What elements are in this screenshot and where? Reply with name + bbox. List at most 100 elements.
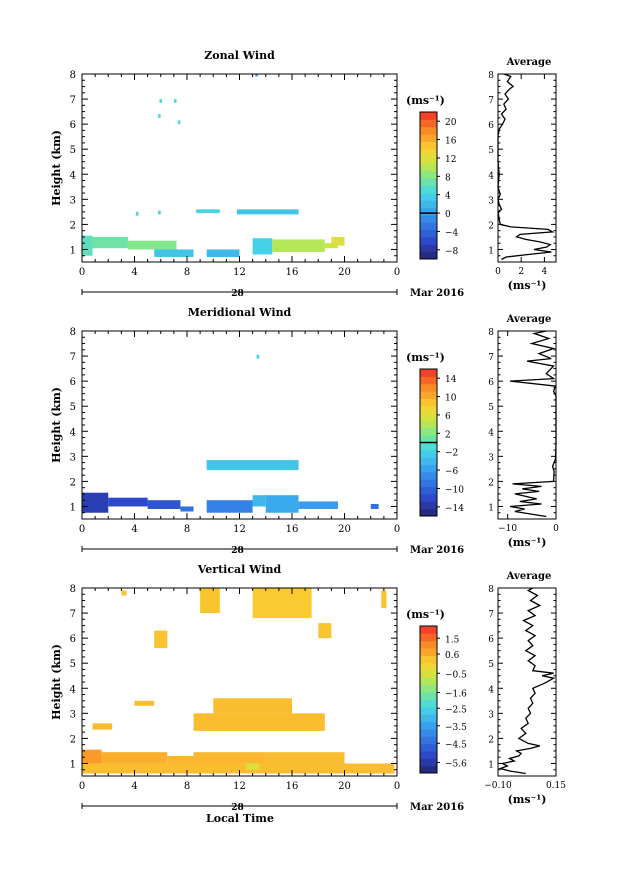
colorbar-band xyxy=(420,170,437,179)
heatmap-cell xyxy=(252,588,312,619)
day-label: 28 xyxy=(231,546,244,556)
colorbar-band xyxy=(420,163,437,172)
y-tick-label: 3 xyxy=(70,452,76,463)
colorbar-tick-label: 8 xyxy=(445,173,451,183)
y-tick-label: 2 xyxy=(70,734,76,745)
x-tick-label: 0 xyxy=(394,267,400,278)
y-tick-label: 3 xyxy=(70,709,76,720)
x-tick-label: 20 xyxy=(338,524,351,535)
profile-y-tick-label: 2 xyxy=(488,478,494,488)
y-tick-label: 1 xyxy=(70,759,76,770)
colorbar-band xyxy=(420,750,437,759)
colorbar-tick-label: 10 xyxy=(445,394,457,404)
heatmap-cell xyxy=(331,236,345,246)
colorbar-band xyxy=(420,662,437,671)
colorbar-band xyxy=(420,714,437,723)
x-tick-label: 0 xyxy=(79,524,85,535)
heatmap-cell xyxy=(108,497,148,507)
colorbar-band xyxy=(420,185,437,194)
colorbar-band xyxy=(420,214,437,223)
colorbar-band xyxy=(420,178,437,186)
colorbar-tick-label: 1.5 xyxy=(445,635,460,645)
colorbar-tick-label: 20 xyxy=(445,118,457,128)
heatmap-cell xyxy=(177,120,181,125)
profile-line xyxy=(498,587,556,775)
heatmap-cells xyxy=(82,74,345,257)
colorbar-band xyxy=(420,464,437,473)
colorbar-tick-label: −1.6 xyxy=(445,690,467,700)
x-tick-label: 4 xyxy=(131,524,137,535)
colorbar-tick-label: −4.5 xyxy=(445,740,467,750)
heatmap-cell xyxy=(101,752,168,764)
x-tick-label: 0 xyxy=(79,781,85,792)
heatmap-cell xyxy=(158,210,161,215)
profile-x-label: (ms⁻¹) xyxy=(508,536,547,549)
colorbar-band xyxy=(420,721,437,730)
month-label: Mar 2016 xyxy=(410,545,464,556)
colorbar-band xyxy=(420,413,437,421)
y-tick-label: 7 xyxy=(70,609,76,620)
heatmap-cell xyxy=(180,506,194,512)
colorbar-tick-label: 16 xyxy=(445,137,457,147)
heatmap-cells xyxy=(82,588,395,774)
colorbar-unit: (ms⁻¹) xyxy=(406,94,445,107)
heatmap-cell xyxy=(206,249,240,257)
profile-y-tick-label: 7 xyxy=(488,353,494,363)
heatmap-cell xyxy=(246,763,260,770)
heatmap-cell xyxy=(173,99,177,103)
y-tick-label: 5 xyxy=(70,402,76,413)
profile-y-tick-label: 7 xyxy=(488,96,494,106)
plot-frame xyxy=(81,330,398,520)
colorbar-band xyxy=(420,420,437,429)
profile-y-tick-label: 7 xyxy=(488,610,494,620)
heatmap-cell xyxy=(159,99,163,103)
x-tick-label: 0 xyxy=(394,524,400,535)
heatmap-cell xyxy=(265,495,299,513)
profile-x-tick-label: 0 xyxy=(495,267,501,277)
x-tick-label: 12 xyxy=(233,524,246,535)
heatmap-cell xyxy=(272,239,325,252)
month-label: Mar 2016 xyxy=(410,802,464,813)
profile-y-tick-label: 2 xyxy=(488,221,494,231)
heatmap-cell xyxy=(82,763,395,774)
y-tick-label: 6 xyxy=(70,634,76,645)
panel-title: Zonal Wind xyxy=(204,49,275,62)
x-tick-label: 16 xyxy=(286,524,299,535)
y-tick-label: 2 xyxy=(70,220,76,231)
heatmap-cell xyxy=(82,235,93,256)
x-tick-label: 12 xyxy=(233,267,246,278)
profile-y-tick-label: 3 xyxy=(488,196,494,206)
colorbar-band xyxy=(420,728,437,737)
profile-x-tick-label: 4 xyxy=(542,267,548,277)
y-tick-label: 7 xyxy=(70,352,76,363)
profile-y-tick-label: 3 xyxy=(488,710,494,720)
y-axis-label: Height (km) xyxy=(50,387,63,463)
heatmap-cell xyxy=(213,698,292,714)
profile-title: Average xyxy=(506,57,552,68)
profile-y-tick-label: 1 xyxy=(488,503,494,513)
colorbar-band xyxy=(420,457,437,466)
colorbar-band xyxy=(420,471,437,480)
colorbar-band xyxy=(420,765,437,774)
colorbar-band xyxy=(420,435,437,443)
colorbar-band xyxy=(420,148,437,157)
colorbar-tick-label: −2 xyxy=(445,449,458,459)
colorbar-band xyxy=(420,486,437,495)
heatmap-cell xyxy=(121,590,127,596)
heatmap-cell xyxy=(193,752,266,764)
colorbar-band xyxy=(420,405,437,414)
heatmap-cell xyxy=(82,492,109,513)
month-label: Mar 2016 xyxy=(410,288,464,299)
colorbar-band xyxy=(420,626,437,634)
profile-y-tick-label: 5 xyxy=(488,660,494,670)
x-axis-label: Local Time xyxy=(206,812,274,825)
profile-y-tick-label: 5 xyxy=(488,403,494,413)
y-tick-label: 6 xyxy=(70,120,76,131)
colorbar-tick-label: 4 xyxy=(445,192,451,202)
profile-x-tick-label: 2 xyxy=(518,267,524,277)
profile-y-tick-label: 8 xyxy=(488,585,494,595)
panel-title: Vertical Wind xyxy=(197,563,282,576)
y-tick-label: 1 xyxy=(70,245,76,256)
